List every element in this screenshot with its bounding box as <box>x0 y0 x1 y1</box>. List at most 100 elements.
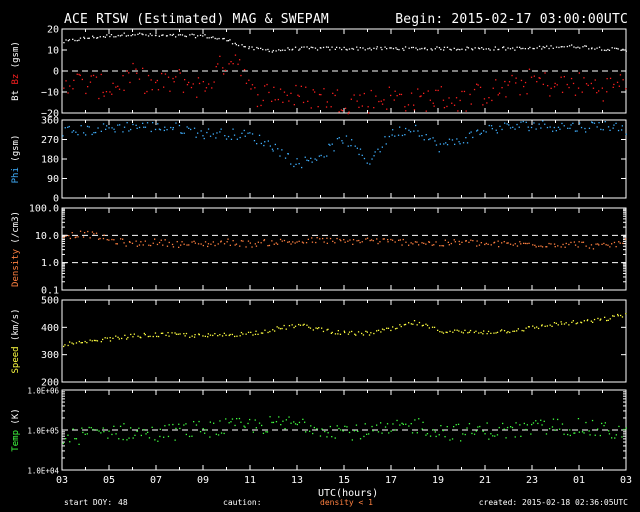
data-point <box>109 91 111 93</box>
data-point <box>334 333 337 335</box>
data-point <box>344 331 346 334</box>
data-point <box>341 110 344 112</box>
data-point <box>95 131 97 134</box>
data-point <box>193 336 196 338</box>
data-point <box>579 47 581 49</box>
data-point <box>323 156 325 158</box>
data-point <box>488 97 490 99</box>
data-point <box>342 430 344 432</box>
data-point <box>492 435 494 437</box>
data-point <box>72 428 74 430</box>
data-point <box>75 438 78 440</box>
data-point <box>260 104 262 107</box>
data-point <box>572 320 574 322</box>
data-point <box>536 81 538 83</box>
data-point <box>154 128 157 131</box>
data-point <box>570 124 572 126</box>
data-point <box>616 47 618 50</box>
data-point <box>607 126 610 128</box>
data-point <box>511 74 513 77</box>
data-point <box>155 81 157 84</box>
data-point <box>423 242 425 244</box>
data-point <box>563 46 565 48</box>
data-point <box>92 35 94 37</box>
data-point <box>599 319 601 321</box>
data-point <box>91 133 93 136</box>
data-point <box>485 131 487 133</box>
data-point <box>210 243 212 245</box>
data-point <box>388 432 390 434</box>
data-point <box>480 331 482 334</box>
data-point <box>506 332 508 334</box>
data-point <box>587 84 589 86</box>
data-point <box>462 433 464 435</box>
data-point <box>352 48 355 50</box>
data-point <box>178 246 180 248</box>
data-point <box>102 237 105 240</box>
data-point <box>191 335 193 337</box>
data-point <box>532 244 534 246</box>
data-point <box>375 48 378 50</box>
data-point <box>161 34 163 36</box>
data-point <box>339 47 341 49</box>
data-point <box>625 50 627 52</box>
data-point <box>520 121 522 123</box>
data-point <box>100 73 102 76</box>
data-point <box>229 39 231 41</box>
data-point <box>599 434 601 437</box>
y-axis-label-phi: Phi (gsm) <box>11 135 21 184</box>
data-point <box>393 99 395 101</box>
data-point <box>363 435 365 438</box>
data-point <box>231 333 233 336</box>
data-point <box>142 122 144 124</box>
data-point <box>126 439 128 441</box>
data-point <box>210 36 213 39</box>
y-tick-label: 10.0 <box>35 231 59 242</box>
data-point <box>365 238 367 240</box>
data-point <box>178 423 180 425</box>
data-point <box>425 134 427 136</box>
x-tick-label: 05 <box>103 475 115 486</box>
data-point <box>625 88 627 90</box>
data-point <box>490 125 493 127</box>
data-point <box>89 339 91 341</box>
data-point <box>603 425 605 427</box>
data-point <box>109 340 112 342</box>
data-point <box>441 331 443 333</box>
data-point <box>314 158 316 160</box>
data-point <box>140 241 142 243</box>
data-point <box>428 241 431 243</box>
data-point <box>524 48 526 50</box>
data-point <box>451 102 453 104</box>
data-point <box>271 148 274 150</box>
data-point <box>496 132 498 134</box>
data-point <box>127 34 129 37</box>
data-point <box>189 336 191 338</box>
data-point <box>429 138 431 140</box>
data-point <box>149 335 151 337</box>
data-point <box>141 33 143 35</box>
data-point <box>145 34 147 36</box>
data-point <box>451 438 454 440</box>
data-point <box>218 37 220 40</box>
data-point <box>76 40 78 42</box>
data-point <box>585 83 588 85</box>
data-point <box>530 126 533 129</box>
data-point <box>593 318 596 321</box>
data-point <box>584 127 586 130</box>
data-point <box>104 337 106 339</box>
data-point <box>495 129 497 131</box>
y-axis-label-temp: Temp (K) <box>11 408 21 451</box>
data-point <box>196 96 198 98</box>
data-point <box>617 313 619 316</box>
data-point <box>274 330 276 332</box>
data-point <box>274 143 276 146</box>
data-point <box>248 79 250 81</box>
data-point <box>560 246 562 248</box>
data-point <box>399 126 401 128</box>
data-point <box>239 59 241 61</box>
data-point <box>64 127 66 129</box>
data-point <box>364 423 366 425</box>
data-point <box>310 107 312 109</box>
